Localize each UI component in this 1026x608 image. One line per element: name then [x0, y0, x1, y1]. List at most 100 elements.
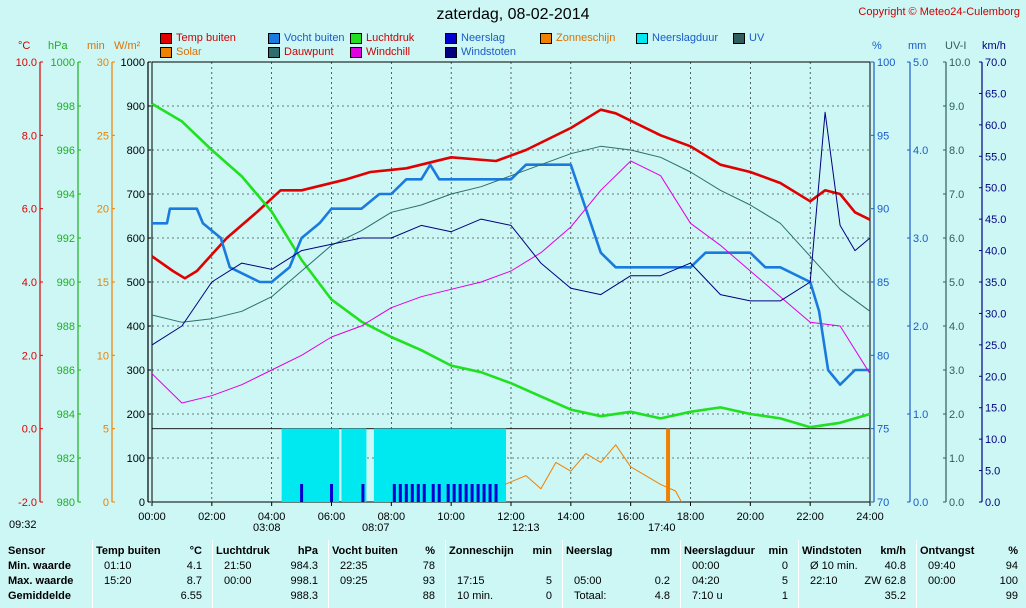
- axis-humidity-tick-label: 90: [877, 204, 889, 216]
- unit-rain: mm: [908, 40, 927, 52]
- stats-time: 00:00: [928, 575, 956, 587]
- stats-value: 5: [781, 575, 788, 587]
- stats-value: 4.1: [186, 560, 202, 572]
- neerslag-bar: [410, 484, 414, 502]
- stats-time: 22:10: [810, 575, 838, 587]
- axis-pressure-tick-label: 996: [57, 145, 75, 157]
- legend-swatch: [636, 32, 648, 44]
- x-tick-label: 08:00: [378, 511, 406, 523]
- stats-separator: [562, 540, 563, 608]
- legend-swatch: [445, 32, 457, 44]
- stats-header: Temp buiten: [96, 545, 161, 557]
- event-label: 17:40: [648, 522, 676, 534]
- axis-uv-tick-label: 9.0: [949, 101, 964, 113]
- legend-item: Windchill: [350, 46, 410, 58]
- stats-time: 17:15: [457, 575, 485, 587]
- stats-separator: [916, 540, 917, 608]
- legend-label: Windchill: [366, 46, 411, 58]
- stats-value: 78: [422, 560, 435, 572]
- stats-separator: [212, 540, 213, 608]
- stats-header: Windstoten: [802, 545, 862, 557]
- stats-column: Temp buiten °C 01:10 4.1 15:20 8.7 6.55: [96, 540, 202, 608]
- axis-minutes-tick-label: 15: [97, 277, 109, 289]
- axis-solar-tick-label: 900: [127, 101, 145, 113]
- axis-uv-tick-label: 1.0: [949, 453, 964, 465]
- legend-label: Zonneschijn: [556, 32, 616, 44]
- stats-value: 0: [781, 560, 788, 572]
- legend-item: Neerslag: [445, 32, 505, 44]
- axis-solar-tick-label: 800: [127, 145, 145, 157]
- stats-time: 09:25: [340, 575, 368, 587]
- axis-pressure-tick-label: 980: [57, 497, 75, 509]
- legend-swatch: [733, 32, 745, 44]
- axis-wind-tick-label: 50.0: [985, 183, 1006, 195]
- axis-temp-tick-label: 6.0: [22, 204, 37, 216]
- axis-solar-tick-label: 400: [127, 321, 145, 333]
- axis-temp-tick-label: 2.0: [22, 350, 37, 362]
- axis-wind-tick-label: 25.0: [985, 340, 1006, 352]
- legend-label: Solar: [176, 46, 202, 58]
- neerslag-bar: [464, 484, 468, 502]
- event-label: 08:07: [362, 522, 390, 534]
- axis-wind-tick-label: 65.0: [985, 88, 1006, 100]
- stats-value: 94: [1005, 560, 1018, 572]
- x-tick-label: 22:00: [796, 511, 824, 523]
- stats-header: Ontvangst: [920, 545, 975, 557]
- x-tick-label: 10:00: [437, 511, 465, 523]
- axis-minutes-tick-label: 5: [103, 424, 109, 436]
- axis-pressure-tick-label: 986: [57, 365, 75, 377]
- legend-swatch: [268, 32, 280, 44]
- unit-minutes: min: [87, 40, 105, 52]
- series-dauwpunt: [151, 145, 871, 323]
- stats-value: 88: [422, 590, 435, 602]
- stats-value: 93: [422, 575, 435, 587]
- axis-rain-tick-label: 4.0: [913, 145, 928, 157]
- stats-header: Vocht buiten: [332, 545, 398, 557]
- stats-value: 6.55: [180, 590, 202, 602]
- legend-item: Neerslagduur: [636, 32, 718, 44]
- zonneschijn-bar: [666, 428, 671, 502]
- axis-humidity-tick-label: 95: [877, 130, 889, 142]
- axis-wind-tick-label: 35.0: [985, 277, 1006, 289]
- legend-item: Temp buiten: [160, 32, 236, 44]
- axis-pressure-tick-label: 998: [57, 101, 75, 113]
- axis-wind-tick-label: 20.0: [985, 371, 1006, 383]
- legend-item: UV: [733, 32, 764, 44]
- stats-time: 09:40: [928, 560, 956, 572]
- legend-swatch: [445, 46, 457, 58]
- axis-pressure-tick-label: 1000: [51, 57, 75, 69]
- axis-temp-tick-label: 4.0: [22, 277, 37, 289]
- stats-column: Neerslagduur min 00:00 0 04:20 5 7:10 u 1: [684, 540, 788, 608]
- axis-humidity-tick-label: 70: [877, 497, 889, 509]
- axis-uv-tick-label: 3.0: [949, 365, 964, 377]
- series-windchill: [151, 160, 871, 404]
- stats-value: 998.1: [290, 575, 318, 587]
- axis-solar-tick-label: 300: [127, 365, 145, 377]
- axis-pressure-tick-label: 984: [57, 409, 75, 421]
- series-windstoten: [151, 111, 871, 346]
- axis-humidity-tick-label: 75: [877, 424, 889, 436]
- stats-value: 0: [545, 590, 552, 602]
- neerslag-bar: [416, 484, 420, 502]
- unit-uv: UV-I: [945, 40, 967, 52]
- stats-column: Windstoten km/h Ø 10 min. 40.8 22:10 ZW 62.8 3…: [802, 540, 906, 608]
- neerslag-bar: [488, 484, 492, 502]
- stats-column: Ontvangst% 09:40 94 00:00 100 99: [920, 540, 1018, 608]
- stats-row-label: Gemiddelde: [8, 590, 71, 602]
- neerslag-bar: [431, 484, 435, 502]
- stats-value: 0.2: [654, 575, 670, 587]
- axis-rain-tick-label: 1.0: [913, 409, 928, 421]
- stats-header: Zonneschijn: [449, 545, 514, 557]
- stats-column: Neerslag mm 05:00 0.2 Totaal: 4.8: [566, 540, 670, 608]
- axis-solar-tick-label: 700: [127, 189, 145, 201]
- axis-humidity-tick-label: 80: [877, 350, 889, 362]
- stats-unit: min: [768, 545, 788, 557]
- axis-temp-tick-label: 8.0: [22, 130, 37, 142]
- legend-label: Dauwpunt: [284, 46, 334, 58]
- legend-label: Windstoten: [461, 46, 517, 58]
- stats-time: 10 min.: [457, 590, 494, 602]
- axis-humidity-tick-label: 85: [877, 277, 889, 289]
- x-tick-label: 00:00: [138, 511, 166, 523]
- legend-swatch: [268, 46, 280, 58]
- event-label: 09:32: [9, 519, 37, 531]
